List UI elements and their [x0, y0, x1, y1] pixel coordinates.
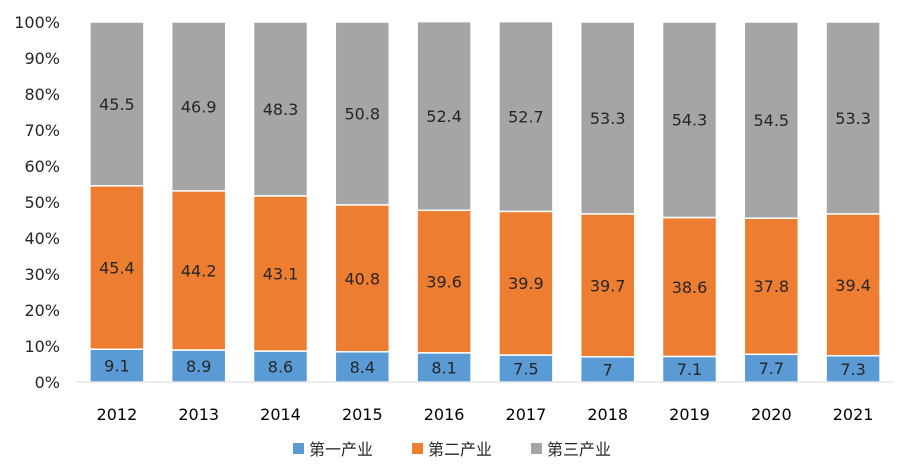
- bar-segment: [416, 20, 472, 212]
- bars: 9.1 45.4 45.5 8.9 44.2 46.9 8.6 43.1 48.3 8.4 40.8…: [89, 20, 881, 383]
- bar-segment: [661, 21, 718, 219]
- y-tick-label: 60%: [24, 157, 60, 176]
- bar-segment: [170, 190, 227, 351]
- legend-swatch: [293, 443, 304, 454]
- data-label: 7.5: [513, 360, 538, 379]
- bar-segment: [579, 213, 636, 358]
- y-tick-label: 0%: [35, 373, 60, 392]
- bar-segment: [498, 20, 554, 213]
- x-axis: 2012 2013 2014 2015 2016 2017 2018 2019 2020 2021: [76, 381, 894, 424]
- y-tick-label: 10%: [24, 337, 60, 356]
- x-tick-label: 2019: [669, 405, 710, 424]
- data-label: 43.1: [263, 264, 299, 283]
- data-label: 39.4: [835, 276, 871, 295]
- x-tick-label: 2021: [833, 405, 874, 424]
- data-label: 8.1: [431, 358, 456, 377]
- data-label: 39.7: [590, 276, 626, 295]
- y-tick-label: 70%: [24, 121, 60, 140]
- data-label: 45.5: [99, 95, 135, 114]
- data-label: 39.9: [508, 274, 544, 293]
- bar-segment: [334, 204, 391, 353]
- bar-segment: [89, 185, 145, 350]
- legend-label: 第一产业: [309, 440, 373, 459]
- data-label: 48.3: [263, 100, 299, 119]
- legend-swatch: [412, 443, 423, 454]
- data-label: 53.3: [835, 109, 871, 128]
- bar-segment: [661, 216, 718, 358]
- bar-segment: [334, 351, 391, 383]
- data-label: 8.4: [350, 358, 375, 377]
- legend-label: 第三产业: [547, 440, 611, 459]
- data-label: 52.7: [508, 108, 544, 127]
- legend-label: 第二产业: [428, 440, 492, 459]
- data-label: 52.4: [426, 107, 462, 126]
- data-label: 8.6: [268, 358, 293, 377]
- data-label: 53.3: [590, 109, 626, 128]
- data-label: 7.3: [840, 360, 865, 379]
- data-label: 50.8: [344, 104, 380, 123]
- bar-segment: [825, 21, 881, 215]
- bar-segment: [579, 21, 636, 215]
- data-label: 40.8: [344, 269, 380, 288]
- bar-segment: [170, 21, 227, 192]
- y-tick-label: 90%: [24, 49, 60, 68]
- x-tick-label: 2012: [97, 405, 138, 424]
- bar-segment: [498, 210, 554, 356]
- data-label: 37.8: [753, 277, 789, 296]
- data-label: 46.9: [181, 97, 217, 116]
- y-tick-label: 30%: [24, 265, 60, 284]
- y-tick-label: 100%: [14, 13, 60, 32]
- data-label: 9.1: [104, 357, 129, 376]
- bar-segment: [252, 195, 309, 352]
- x-tick-label: 2014: [260, 405, 301, 424]
- data-label: 7.1: [677, 360, 702, 379]
- bar-segment: [743, 21, 800, 219]
- y-axis: 0% 10% 20% 30% 40% 50% 60% 70% 80% 90% 100%: [14, 13, 60, 392]
- data-label: 39.6: [426, 273, 462, 292]
- x-tick-label: 2020: [751, 405, 792, 424]
- legend-swatch: [531, 443, 542, 454]
- bar-segment: [252, 21, 309, 197]
- y-tick-label: 40%: [24, 229, 60, 248]
- legend: 第一产业 第二产业 第三产业: [293, 440, 611, 459]
- data-label: 7: [603, 360, 613, 379]
- data-label: 7.7: [759, 359, 784, 378]
- bar-segment: [579, 356, 636, 383]
- y-tick-label: 20%: [24, 301, 60, 320]
- bar-segment: [825, 213, 881, 357]
- bar-segment: [743, 217, 800, 356]
- data-label: 44.2: [181, 261, 217, 280]
- data-label: 38.6: [672, 278, 708, 297]
- x-tick-label: 2016: [424, 405, 465, 424]
- bar-segment: [334, 21, 391, 206]
- x-tick-label: 2018: [587, 405, 628, 424]
- y-tick-label: 50%: [24, 193, 60, 212]
- data-label: 8.9: [186, 357, 211, 376]
- bar-segment: [170, 349, 227, 383]
- bar-segment: [89, 21, 145, 187]
- data-label: 54.3: [672, 111, 708, 130]
- bar-segment: [89, 348, 145, 383]
- y-tick-label: 80%: [24, 85, 60, 104]
- x-tick-label: 2015: [342, 405, 383, 424]
- x-tick-label: 2017: [506, 405, 547, 424]
- data-label: 45.4: [99, 259, 135, 278]
- x-tick-label: 2013: [178, 405, 219, 424]
- data-label: 54.5: [753, 111, 789, 130]
